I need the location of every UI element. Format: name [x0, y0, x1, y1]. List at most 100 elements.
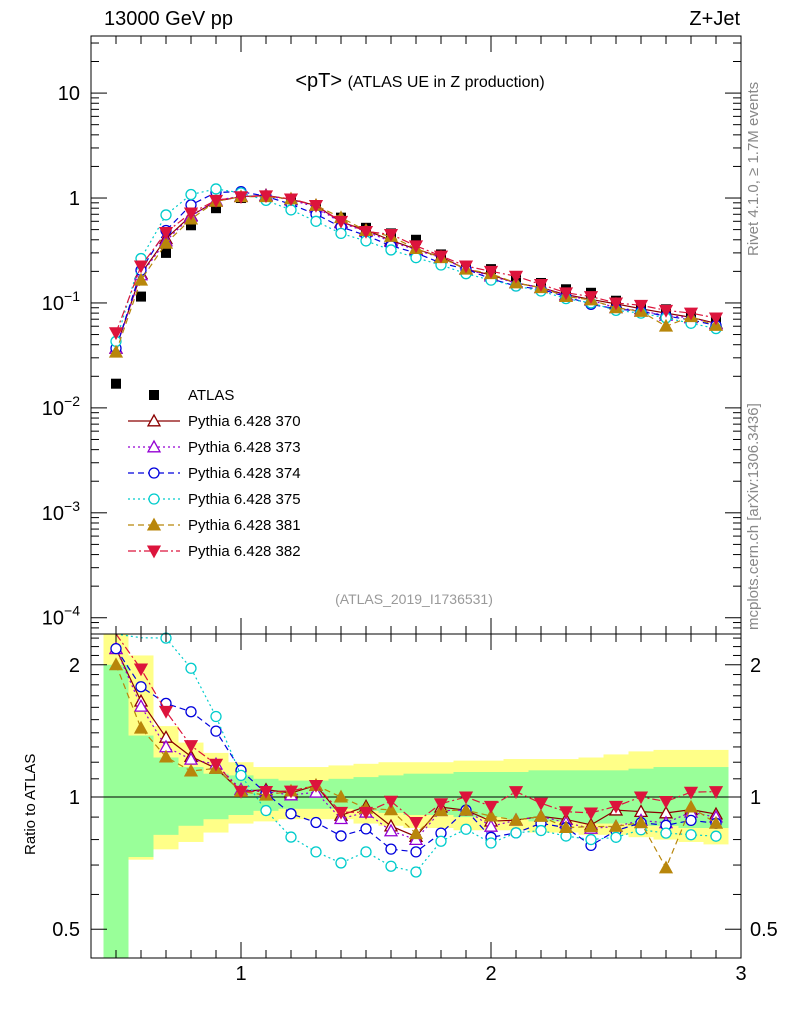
series-6-point: [558, 287, 574, 301]
series-2-line: [115, 195, 717, 349]
series-5-ratio-point: [483, 808, 499, 822]
series-3-ratio-point: [360, 823, 372, 835]
legend-atlas-label: ATLAS: [188, 387, 234, 404]
series-4-point: [310, 215, 322, 227]
series-6-ratio-point: [533, 797, 549, 811]
series-6-ratio-point: [308, 779, 324, 793]
series-5-ratio-point: [508, 812, 524, 826]
series-4-ratio-point: [360, 846, 372, 858]
series-3-ratio-point: [410, 846, 422, 858]
legend-label: Pythia 6.428 370: [188, 413, 301, 430]
series-3-ratio-point: [135, 681, 147, 693]
series-5-ratio-point: [583, 819, 599, 833]
ratio-inner-band-bin: [403, 773, 429, 815]
series-4-ratio-point: [585, 833, 597, 846]
series-4-ratio-point: [535, 824, 547, 837]
plot-title-main: <pT>: [295, 70, 342, 92]
legend: ATLAS Pythia 6.428 370 Pythia 6.428 373 Pyt…: [128, 387, 301, 560]
series-4-ratio-point: [485, 837, 497, 849]
ratio-inner-band-bin: [128, 735, 154, 858]
series-6-point: [458, 260, 474, 274]
legend-marker: [146, 517, 162, 531]
series-6-point: [508, 270, 524, 284]
ratio-y-tick-label-left: 2: [69, 655, 80, 677]
series-5-ratio-point: [558, 820, 574, 834]
series-4-line: [115, 188, 717, 342]
atlas-data-point: [186, 220, 196, 231]
legend-label: Pythia 6.428 374: [188, 465, 301, 482]
series-5-point: [133, 272, 149, 286]
series-6-point: [633, 299, 649, 313]
series-6-point: [158, 226, 174, 240]
series-5-ratio-point: [108, 657, 124, 671]
legend-entry-series-5: Pythia 6.428 381: [128, 517, 301, 534]
series-6-line: [115, 195, 717, 333]
legend-entry-series-2: Pythia 6.428 373: [128, 439, 301, 456]
ratio-inner-band-bin: [153, 757, 179, 835]
series-6-point: [608, 297, 624, 311]
series-6-point: [708, 312, 724, 326]
ratio-series-group: [108, 632, 724, 878]
series-4-ratio-point: [235, 769, 247, 782]
series-5-point: [108, 344, 124, 358]
series-6-point: [333, 215, 349, 229]
series-3-ratio-point: [110, 642, 122, 655]
series-4-point: [285, 204, 297, 216]
series-6-ratio-point: [333, 806, 349, 820]
series-3-line: [115, 191, 717, 349]
series-4-ratio-point: [710, 830, 722, 842]
series-4-ratio-point: [460, 823, 472, 835]
legend-label: Pythia 6.428 373: [188, 439, 301, 456]
series-5-point: [158, 235, 174, 249]
legend-marker: [148, 467, 160, 479]
series-6-ratio-point: [183, 740, 199, 753]
series-6-ratio-point: [583, 807, 599, 821]
series-6-ratio-point: [208, 758, 224, 772]
series-6-ratio-point: [558, 806, 574, 820]
series-6-point: [133, 260, 149, 274]
ratio-inner-band-bin: [203, 773, 229, 820]
series-6-point: [433, 250, 449, 264]
series-6-point: [283, 193, 299, 207]
series-6-point: [583, 291, 599, 304]
legend-entry-series-6: Pythia 6.428 382: [128, 543, 301, 560]
series-4-point: [160, 209, 172, 221]
series-6-point: [183, 207, 199, 221]
series-2-ratio-point: [483, 819, 499, 832]
series-6-ratio-point: [408, 817, 424, 830]
main-y-tick-label: 1: [69, 188, 80, 210]
series-5-ratio-point: [683, 799, 699, 813]
analysis-id-label: (ATLAS_2019_I1736531): [335, 591, 493, 607]
series-6-point: [658, 304, 674, 318]
ratio-y-tick-label-right: 2: [750, 655, 761, 677]
legend-label: Pythia 6.428 382: [188, 543, 301, 560]
series-4-point: [385, 244, 397, 256]
x-tick-label: 1: [235, 963, 246, 985]
series-6-ratio-point: [633, 791, 649, 805]
series-4-point: [335, 227, 347, 240]
series-6-ratio-point: [233, 785, 249, 799]
series-6-ratio-point: [708, 786, 724, 799]
series-6-ratio-point: [483, 800, 499, 814]
series-5-ratio-point: [633, 815, 649, 829]
x-tick-label: 2: [485, 963, 496, 985]
series-3-ratio-point: [310, 816, 322, 829]
series-5-point: [658, 318, 674, 332]
series-4-ratio-point: [260, 804, 272, 817]
atlas-data-point: [136, 291, 146, 302]
series-2-ratio-point: [133, 698, 149, 712]
ratio-y-tick-label-right: 1: [750, 787, 761, 809]
series-6-point: [208, 194, 224, 208]
series-5-ratio-point: [533, 809, 549, 822]
series-5-ratio-point: [658, 860, 674, 874]
series-6-ratio-point: [158, 705, 174, 719]
series-6-point: [233, 191, 249, 205]
series-4-ratio-point: [185, 662, 197, 674]
ratio-y-tick-label-right: 0.5: [750, 919, 778, 941]
main-series-group: [108, 183, 724, 389]
series-4-ratio-point: [210, 710, 222, 723]
series-3-ratio-point: [685, 814, 697, 827]
series-4-ratio-point: [435, 835, 447, 847]
series-6-ratio-point: [458, 791, 474, 805]
main-y-tick-label: 10−4: [42, 603, 80, 630]
